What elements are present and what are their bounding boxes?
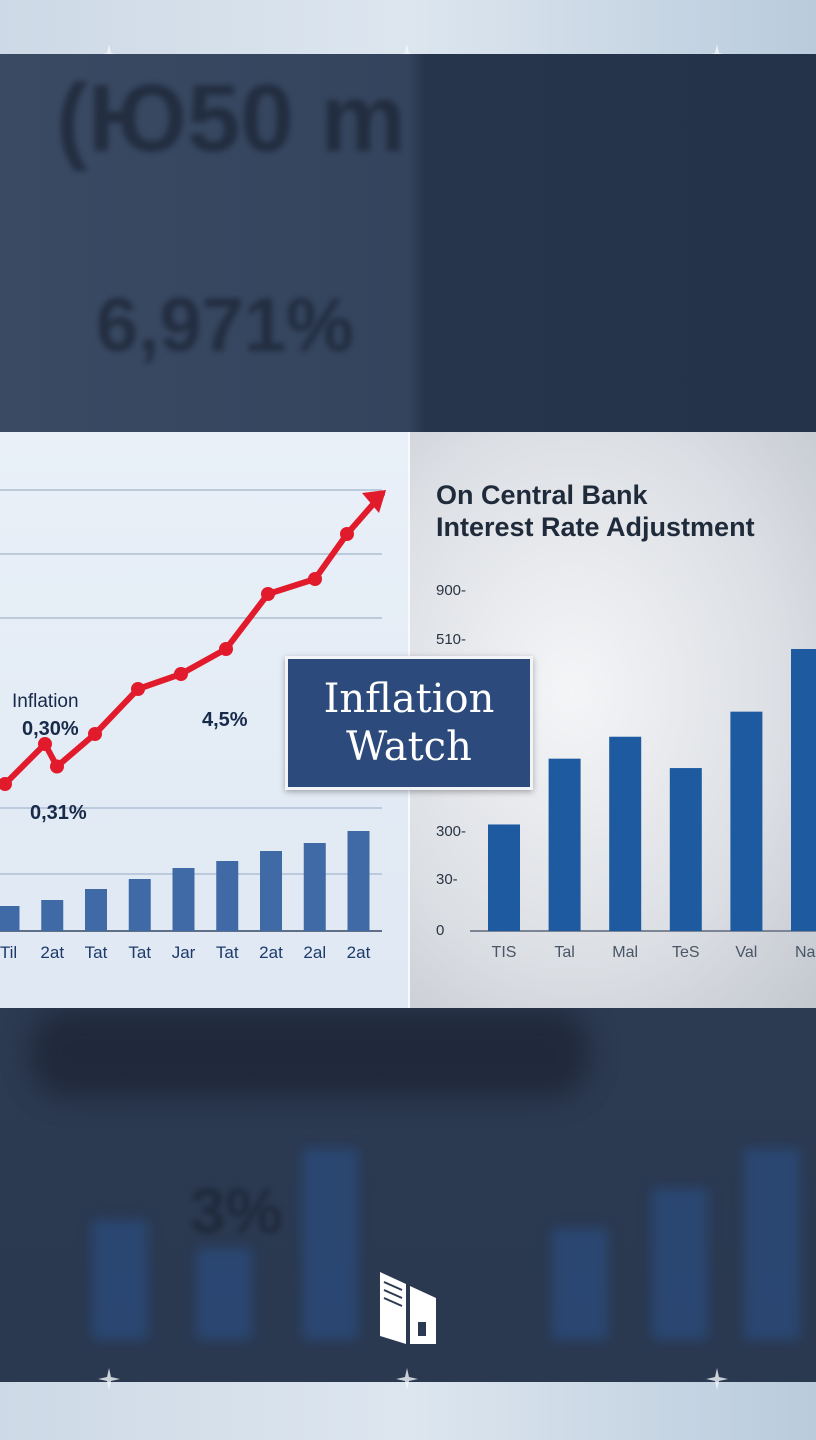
line-point	[88, 727, 102, 741]
background-percent-text: 6,971%	[96, 283, 354, 368]
line-point	[261, 587, 275, 601]
x-tick-label: 2at	[347, 943, 371, 962]
badge-line1: Inflation	[323, 676, 495, 722]
bar	[216, 861, 239, 931]
x-tick-label: TIS	[492, 944, 517, 961]
line-point	[174, 667, 188, 681]
bar	[41, 900, 64, 931]
bar	[260, 851, 282, 931]
x-tick-label: 2al	[303, 943, 326, 962]
inflation-chart-panel: Til 2at Tat Tat Jar Tat 2at 2al 2at Inflation 0,3…	[0, 432, 408, 1008]
background-percent-text: 3%	[190, 1175, 283, 1247]
bar	[128, 879, 151, 931]
annotation-label: 0,31%	[30, 802, 87, 824]
line-point	[38, 737, 52, 751]
x-tick-label: Val	[735, 944, 757, 961]
bar	[609, 736, 642, 931]
y-tick-label: 0	[436, 922, 444, 939]
x-tick-label: TeS	[672, 944, 700, 961]
bar	[548, 758, 581, 931]
bottom-backdrop: 3%	[0, 1008, 816, 1382]
bottom-strip	[0, 1368, 816, 1440]
line-point	[131, 682, 145, 696]
top-strip	[0, 0, 816, 66]
bar-series	[488, 649, 816, 931]
x-tick-label: Tal	[554, 944, 574, 961]
chart-title-line2: Interest Rate Adjustment	[436, 512, 755, 542]
line-point	[0, 777, 12, 791]
badge-line2: Watch	[346, 724, 472, 770]
arrow-head	[362, 490, 386, 513]
top-backdrop: (Ю50 m 6,971%	[0, 54, 816, 432]
inflation-chart: Til 2at Tat Tat Jar Tat 2at 2al 2at Inflation 0,3…	[0, 489, 386, 962]
annotation-label: 4,5%	[202, 709, 248, 731]
x-tick-label: 2at	[40, 943, 64, 962]
line-point	[308, 572, 322, 586]
background-figure-text: (Ю50 m	[56, 65, 406, 172]
crosshair-icon	[98, 1368, 120, 1390]
y-tick-label: 510-	[436, 631, 466, 648]
inflation-watch-badge: Inflation Watch	[285, 656, 533, 790]
bar	[347, 831, 370, 931]
crosshair-icon	[396, 1368, 418, 1390]
x-tick-label: Tat	[216, 943, 239, 962]
annotations: Inflation 0,30% 0,31% 4,5%	[12, 691, 248, 824]
y-tick-labels: 900- 510- 300- 30- 0	[436, 582, 466, 939]
bar	[172, 868, 195, 931]
x-tick-labels: TIS Tal Mal TeS Val Nal	[492, 944, 816, 961]
bar	[85, 889, 107, 931]
bar-series	[0, 831, 370, 931]
x-tick-labels: Til 2at Tat Tat Jar Tat 2at 2al 2at	[0, 943, 371, 962]
x-tick-label: Nal	[795, 944, 816, 961]
bar	[669, 768, 702, 931]
x-tick-label: Til	[0, 943, 17, 962]
x-tick-label: Tat	[85, 943, 108, 962]
y-tick-label: 300-	[436, 823, 466, 840]
interest-rate-chart: On Central Bank Interest Rate Adjustment…	[436, 480, 816, 961]
inflation-line-series	[0, 490, 386, 791]
crosshair-icon	[706, 1368, 728, 1390]
x-tick-label: Tat	[128, 943, 151, 962]
bar	[730, 711, 763, 931]
x-tick-label: 2at	[259, 943, 283, 962]
bar	[791, 649, 816, 931]
bank-logo-icon	[380, 1272, 436, 1344]
chart-title-line1: On Central Bank	[436, 480, 649, 510]
line-point	[50, 759, 64, 774]
x-tick-label: Jar	[172, 943, 196, 962]
y-tick-label: 30-	[436, 871, 458, 888]
line-point	[219, 642, 233, 656]
bar	[303, 843, 326, 931]
annotation-label: Inflation	[12, 691, 79, 712]
bar	[0, 906, 20, 931]
line-point	[340, 527, 354, 541]
bar	[488, 824, 520, 931]
x-tick-label: Mal	[612, 944, 638, 961]
annotation-label: 0,30%	[22, 718, 79, 740]
y-tick-label: 900-	[436, 582, 466, 599]
